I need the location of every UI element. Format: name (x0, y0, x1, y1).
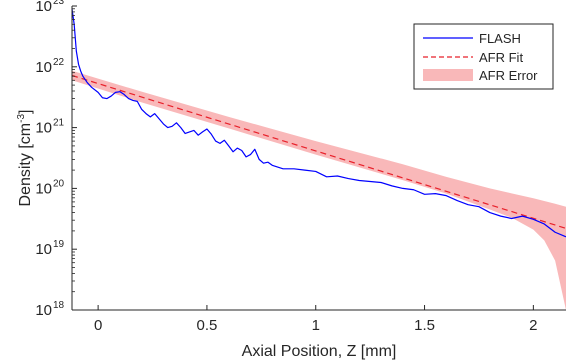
x-tick-label-2: 1 (312, 317, 320, 334)
y-tick-exponent-2: 20 (53, 178, 65, 189)
line-layer (71, 8, 566, 238)
y-tick-exponent-5: 23 (53, 0, 65, 7)
band-layer (72, 70, 566, 310)
y-tick-label-2: 10 (35, 180, 52, 197)
y-tick-label-0: 10 (35, 302, 52, 319)
series-line-0 (71, 8, 566, 238)
legend: FLASH AFR Fit AFR Error (413, 23, 554, 90)
y-tick-exponent-1: 19 (53, 239, 65, 250)
x-tick-label-3: 1.5 (414, 317, 435, 334)
y-tick-label-3: 10 (35, 120, 52, 137)
y-tick-label-5: 10 (35, 0, 52, 15)
y-axis-label-exponent: -3 (16, 114, 27, 123)
y-tick-exponent-4: 22 (53, 57, 65, 68)
x-tick-label-1: 0.5 (196, 317, 217, 334)
x-tick-label-4: 2 (529, 317, 537, 334)
x-ticks: 0 0.5 1 1.5 2 (94, 305, 538, 334)
y-tick-exponent-3: 21 (53, 118, 65, 129)
y-tick-label-4: 10 (35, 59, 52, 76)
legend-label-afr-error: AFR Error (479, 68, 538, 83)
y-tick-label-1: 10 (35, 241, 52, 258)
legend-label-flash: FLASH (479, 31, 521, 46)
axis-box (71, 6, 566, 311)
y-axis-label-base: Density [cm (17, 123, 34, 207)
x-axis-label: Axial Position, Z [mm] (242, 343, 397, 360)
y-axis-label-close: ] (17, 110, 34, 114)
series-line-1 (71, 74, 566, 229)
y-tick-exponent-0: 18 (53, 300, 65, 311)
x-tick-label-0: 0 (94, 317, 102, 334)
error-band-0 (72, 70, 566, 310)
y-axis-label: Density [cm-3] (16, 110, 34, 207)
legend-swatch-afr-error (423, 69, 473, 81)
legend-label-afr-fit: AFR Fit (479, 50, 523, 65)
